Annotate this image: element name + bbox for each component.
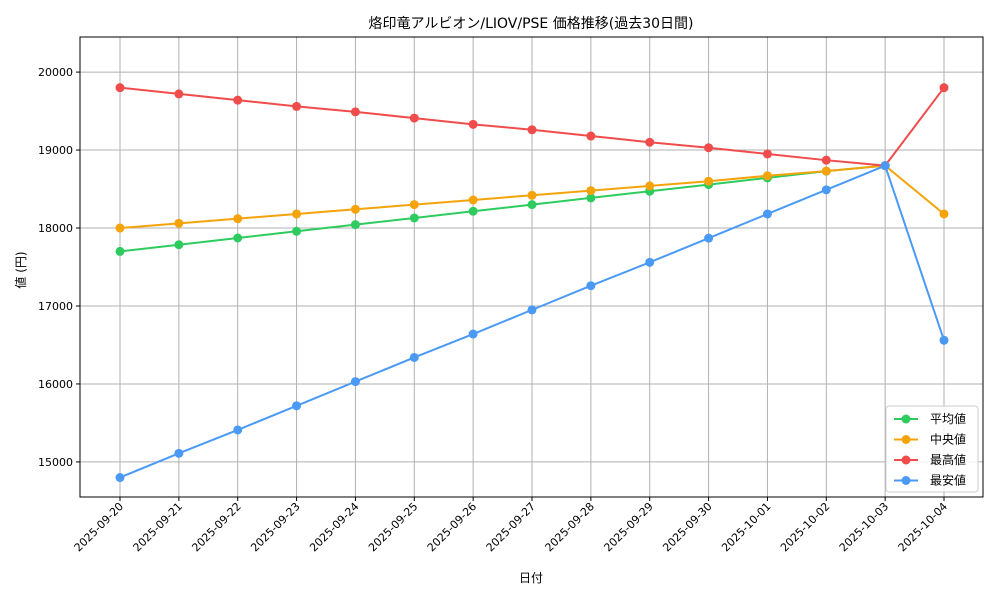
y-tick-label: 17000 xyxy=(38,300,73,313)
data-point xyxy=(939,209,949,219)
data-point xyxy=(704,143,714,153)
legend-label: 最高値 xyxy=(930,452,966,467)
data-point xyxy=(409,352,419,362)
legend-marker xyxy=(901,435,911,444)
data-point xyxy=(939,83,949,93)
legend-marker xyxy=(901,414,911,424)
data-point xyxy=(527,190,537,200)
data-point xyxy=(586,281,596,291)
data-point xyxy=(409,200,419,210)
data-point xyxy=(174,218,184,228)
legend-box xyxy=(885,405,979,493)
data-point xyxy=(292,209,302,219)
data-point xyxy=(939,335,949,345)
data-point xyxy=(468,119,478,129)
data-point xyxy=(762,171,772,181)
y-tick-label: 20000 xyxy=(38,66,73,79)
grid xyxy=(80,37,983,497)
data-point xyxy=(115,83,125,93)
data-point xyxy=(233,425,243,435)
data-point xyxy=(468,195,478,205)
data-point xyxy=(527,125,537,135)
data-point xyxy=(233,233,243,243)
data-point xyxy=(645,257,655,267)
data-point xyxy=(350,204,360,214)
series-layer xyxy=(115,83,949,483)
data-point xyxy=(527,200,537,210)
legend-label: 中央値 xyxy=(930,432,966,447)
data-point xyxy=(645,181,655,191)
data-point xyxy=(350,107,360,117)
legend-label: 最安値 xyxy=(930,473,966,488)
data-point xyxy=(233,214,243,224)
x-axis-label: 日付 xyxy=(519,571,543,585)
data-point xyxy=(762,209,772,219)
series-3 xyxy=(115,161,949,483)
legend-marker xyxy=(901,476,911,485)
y-axis-label: 値 (円) xyxy=(13,251,28,288)
legend-label: 平均値 xyxy=(930,411,966,426)
series-line xyxy=(119,164,886,253)
data-point xyxy=(468,329,478,339)
data-point xyxy=(645,137,655,147)
data-point xyxy=(115,473,125,483)
data-point xyxy=(115,223,125,233)
data-point xyxy=(821,155,831,165)
data-point xyxy=(527,305,537,315)
data-point xyxy=(350,220,360,230)
y-tick-label: 15000 xyxy=(38,456,73,469)
data-point xyxy=(174,448,184,458)
data-point xyxy=(292,226,302,236)
data-point xyxy=(409,113,419,123)
y-axis: 15000 16000 17000 18000 19000 20000 xyxy=(38,66,80,469)
data-point xyxy=(586,131,596,141)
data-point xyxy=(586,193,596,203)
y-tick-label: 18000 xyxy=(38,222,73,235)
data-point xyxy=(292,401,302,411)
data-point xyxy=(174,240,184,250)
data-point xyxy=(762,149,772,159)
data-point xyxy=(233,95,243,105)
data-point xyxy=(174,89,184,99)
legend-marker xyxy=(901,455,911,465)
data-point xyxy=(409,213,419,223)
data-point xyxy=(468,206,478,216)
y-tick-label: 16000 xyxy=(38,378,73,391)
data-point xyxy=(821,185,831,195)
data-point xyxy=(704,233,714,243)
data-point xyxy=(350,377,360,387)
data-point xyxy=(115,246,125,256)
data-point xyxy=(586,186,596,196)
chart-title: 烙印竜アルビオン/LIOV/PSE 価格推移(過去30日間) xyxy=(369,15,694,32)
y-tick-label: 19000 xyxy=(38,144,73,157)
data-point xyxy=(704,176,714,186)
data-point xyxy=(821,166,831,176)
data-point xyxy=(292,101,302,111)
data-point xyxy=(880,161,890,171)
